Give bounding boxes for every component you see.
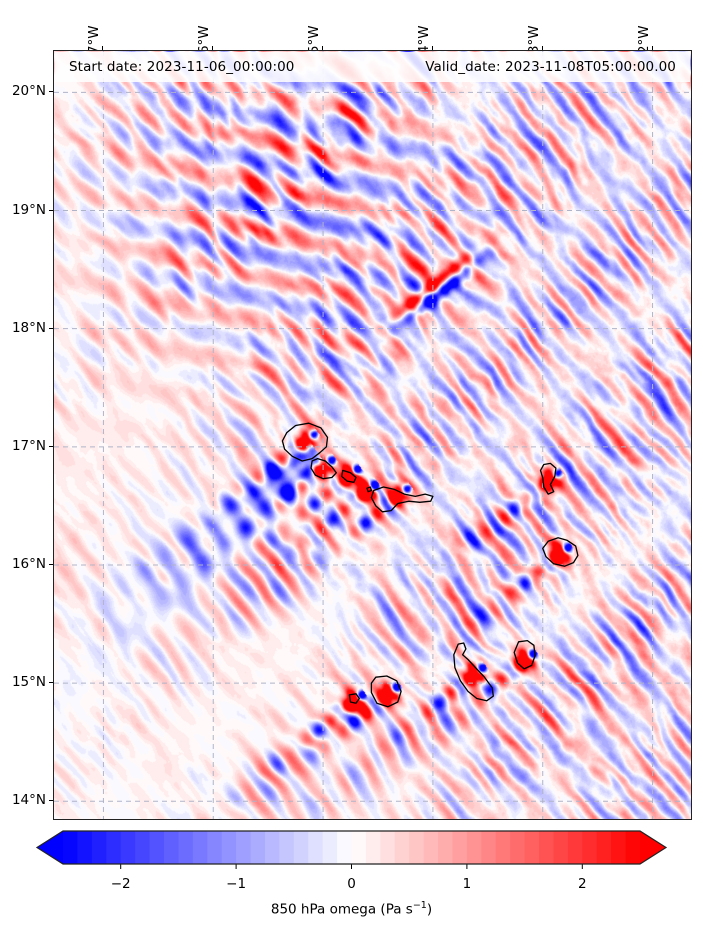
x-tick-mark — [212, 46, 214, 50]
island-outline — [539, 462, 557, 495]
colorbar-title-main: 850 hPa omega (Pa s — [270, 901, 413, 918]
y-tick-label: 14°N — [11, 792, 46, 809]
colorbar-band — [596, 831, 612, 864]
colorbar-tick-label: −1 — [226, 876, 247, 892]
y-tick-label: 18°N — [11, 319, 46, 336]
colorbar-band — [625, 831, 641, 864]
colorbar-band — [207, 831, 223, 864]
island-coastlines — [281, 422, 579, 708]
y-tick-mark — [49, 91, 53, 93]
colorbar-tick-label: 1 — [462, 876, 472, 892]
map-axes[interactable]: Start date: 2023-11-06_00:00:00 Valid_da… — [53, 50, 692, 820]
colorbar-band — [250, 831, 266, 864]
island-outline — [542, 537, 579, 567]
island-outline — [341, 469, 357, 483]
colorbar-band — [553, 831, 569, 864]
colorbar-band — [365, 831, 381, 864]
colorbar-band — [236, 831, 251, 864]
colorbar-band — [510, 831, 525, 864]
island-outline — [281, 422, 329, 462]
x-tick-mark — [541, 46, 543, 50]
island-outline — [370, 675, 402, 708]
colorbar-band — [120, 831, 136, 864]
y-tick-label: 16°N — [11, 555, 46, 572]
island-outline — [310, 457, 337, 480]
colorbar-band — [337, 831, 352, 864]
omega-field-heatmap — [54, 51, 691, 819]
colorbar-title-exponent: −1 — [412, 900, 427, 911]
coastline-overlay — [54, 51, 691, 819]
colorbar-band — [351, 831, 367, 864]
colorbar-band — [163, 831, 179, 864]
colorbar-extend-max — [640, 831, 666, 864]
colorbar-title: 850 hPa omega (Pa s−1) — [0, 900, 703, 918]
y-tick-label: 15°N — [11, 674, 46, 691]
colorbar-band — [322, 831, 338, 864]
colorbar-band — [481, 831, 497, 864]
colorbar-band — [466, 831, 482, 864]
colorbar-band — [293, 831, 309, 864]
y-tick-mark — [49, 563, 53, 565]
colorbar-band — [539, 831, 554, 864]
colorbar-band — [178, 831, 194, 864]
colorbar-band — [264, 831, 280, 864]
colorbar-band — [611, 831, 626, 864]
island-outline — [348, 693, 360, 704]
y-tick-mark — [49, 327, 53, 329]
island-outline — [453, 642, 494, 702]
colorbar-band — [221, 831, 237, 864]
gridlines — [54, 51, 691, 819]
colorbar-band — [279, 831, 295, 864]
y-tick-mark — [49, 445, 53, 447]
y-tick-label: 19°N — [11, 201, 46, 218]
colorbar-band — [149, 831, 165, 864]
colorbar-band — [192, 831, 208, 864]
colorbar-outline — [35, 830, 668, 865]
map-plot-area — [54, 51, 691, 819]
x-tick-mark — [102, 46, 104, 50]
colorbar-tick-label: 2 — [578, 876, 587, 892]
colorbar-band — [423, 831, 439, 864]
island-outline — [370, 486, 434, 513]
y-tick-label: 20°N — [11, 83, 46, 100]
y-tick-mark — [49, 682, 53, 684]
colorbar-band — [495, 831, 511, 864]
colorbar-band — [394, 831, 410, 864]
x-tick-mark — [651, 46, 653, 50]
colorbar-band — [567, 831, 583, 864]
colorbar-title-close: ) — [426, 901, 433, 918]
y-tick-mark — [49, 209, 53, 211]
x-tick-mark — [431, 46, 433, 50]
colorbar-extend-min — [37, 831, 63, 864]
colorbar-band — [438, 831, 453, 864]
x-tick-mark — [322, 46, 324, 50]
colorbar-band — [91, 831, 107, 864]
colorbar-tick-label: 0 — [347, 876, 356, 892]
colorbar-band — [409, 831, 425, 864]
colorbar-band — [452, 831, 468, 864]
colorbar-band — [380, 831, 396, 864]
island-outline — [513, 639, 536, 670]
colorbar-band — [308, 831, 324, 864]
y-tick-mark — [49, 800, 53, 802]
colorbar-band — [582, 831, 598, 864]
colorbar-tick-label: −2 — [110, 876, 131, 892]
colorbar-tickmarks — [120, 864, 583, 869]
colorbar-band — [135, 831, 150, 864]
colorbar-band — [77, 831, 93, 864]
colorbar-band — [63, 831, 78, 864]
colorbar-bands — [37, 831, 666, 864]
colorbar-block: −2 −1 0 1 2 850 hPa omega (Pa s−1) — [0, 826, 703, 936]
colorbar[interactable] — [0, 826, 703, 876]
island-outline — [366, 486, 373, 493]
colorbar-band — [106, 831, 122, 864]
colorbar-band — [524, 831, 540, 864]
y-tick-label: 17°N — [11, 437, 46, 454]
